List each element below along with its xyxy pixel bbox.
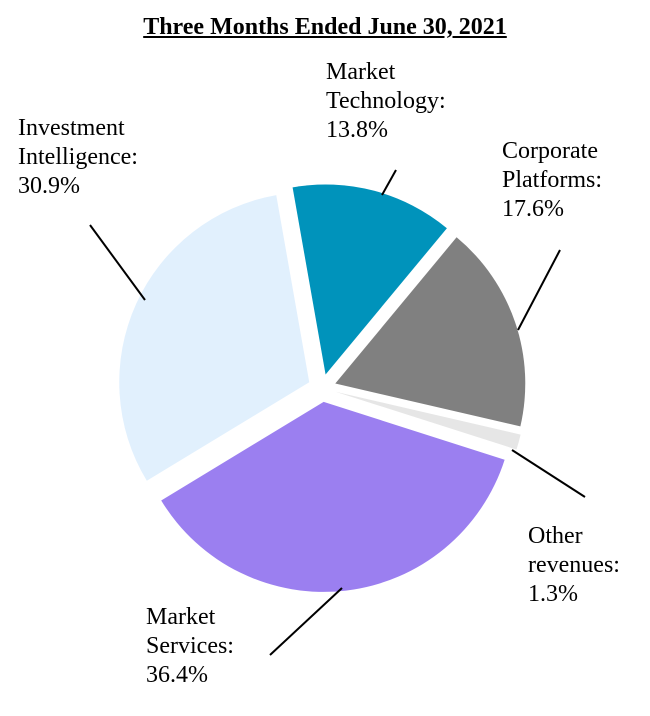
slice-market-technology: [292, 184, 447, 375]
leader-line-market-services: [269, 587, 343, 656]
label-other-revenues: Other revenues: 1.3%: [528, 523, 620, 607]
slice-other-revenues: [335, 391, 521, 450]
label-corporate-platforms: Corporate Platforms: 17.6%: [502, 138, 602, 222]
label-market-technology: Market Technology: 13.8%: [326, 59, 446, 143]
slice-investment-intelligence: [119, 195, 310, 481]
slice-corporate-platforms: [335, 237, 526, 427]
label-investment-intelligence: Investment Intelligence: 30.9%: [18, 115, 138, 199]
leader-line-other-revenues: [511, 449, 586, 498]
slice-market-services: [161, 401, 505, 592]
leader-line-market-technology: [381, 169, 397, 196]
leader-line-corporate-platforms: [517, 249, 561, 331]
leader-line-investment-intelligence: [89, 224, 146, 301]
label-market-services: Market Services: 36.4%: [146, 604, 234, 688]
chart-title: Three Months Ended June 30, 2021: [143, 14, 507, 40]
